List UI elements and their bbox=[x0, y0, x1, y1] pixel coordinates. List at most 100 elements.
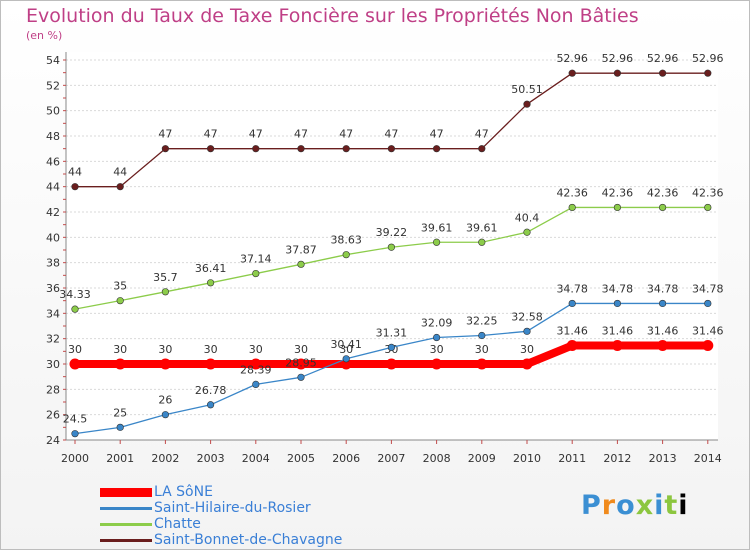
legend-label: Chatte bbox=[154, 516, 201, 532]
data-label: 38.63 bbox=[330, 234, 362, 247]
y-tick-label: 26 bbox=[46, 409, 60, 422]
data-label: 30 bbox=[113, 343, 127, 356]
data-label: 52.96 bbox=[556, 52, 588, 65]
data-label: 34.33 bbox=[59, 288, 91, 301]
x-tick-label: 2005 bbox=[287, 452, 315, 465]
data-label: 50.51 bbox=[511, 83, 543, 96]
logo-letter: i bbox=[654, 490, 665, 521]
data-point bbox=[116, 183, 124, 191]
data-point bbox=[658, 299, 667, 308]
data-point bbox=[478, 145, 486, 153]
data-label: 47 bbox=[249, 128, 263, 141]
legend-swatch bbox=[100, 523, 152, 526]
data-point bbox=[387, 243, 396, 251]
data-label: 47 bbox=[294, 128, 308, 141]
x-tick-label: 2002 bbox=[151, 452, 179, 465]
legend-label: Saint-Bonnet-de-Chavagne bbox=[154, 532, 343, 548]
legend-swatch bbox=[100, 539, 152, 542]
x-tick-label: 2014 bbox=[694, 452, 722, 465]
data-point bbox=[342, 145, 350, 153]
data-label: 39.22 bbox=[376, 226, 408, 239]
data-label: 47 bbox=[430, 128, 444, 141]
y-tick-label: 42 bbox=[46, 206, 60, 219]
data-point bbox=[159, 358, 171, 370]
data-point bbox=[704, 299, 712, 308]
legend-label: Saint-Hilaire-du-Rosier bbox=[154, 500, 311, 516]
data-point bbox=[252, 145, 260, 153]
chart-legend: LA SôNE Saint-Hilaire-du-Rosier Chatte Sain… bbox=[100, 484, 400, 548]
data-point bbox=[340, 358, 352, 370]
logo-letter: i bbox=[678, 490, 689, 521]
data-label: 47 bbox=[204, 128, 218, 141]
y-tick-label: 36 bbox=[46, 282, 60, 295]
data-label: 26 bbox=[158, 394, 172, 407]
data-label: 34.78 bbox=[556, 282, 588, 295]
y-tick-label: 40 bbox=[46, 231, 60, 244]
data-label: 31.46 bbox=[602, 325, 634, 338]
data-point bbox=[613, 203, 622, 212]
data-label: 30 bbox=[158, 343, 172, 356]
data-point bbox=[297, 145, 305, 153]
data-point bbox=[250, 358, 262, 370]
data-point bbox=[252, 269, 260, 278]
data-point bbox=[613, 69, 622, 77]
y-tick-label: 52 bbox=[46, 79, 60, 92]
data-point bbox=[523, 100, 531, 108]
data-label: 30 bbox=[204, 343, 218, 356]
data-point bbox=[385, 358, 397, 370]
data-label: 30 bbox=[339, 343, 353, 356]
data-label: 40.4 bbox=[515, 211, 540, 224]
data-point bbox=[161, 411, 169, 419]
data-point bbox=[478, 331, 486, 340]
data-point bbox=[252, 380, 260, 388]
data-point bbox=[207, 279, 215, 287]
data-point bbox=[297, 260, 305, 268]
data-point bbox=[207, 145, 215, 153]
x-tick-label: 2003 bbox=[197, 452, 225, 465]
data-point bbox=[297, 373, 305, 381]
data-point bbox=[657, 340, 669, 352]
data-point bbox=[205, 358, 217, 370]
data-point bbox=[613, 299, 622, 308]
data-point bbox=[342, 251, 350, 259]
data-label: 26.78 bbox=[195, 384, 227, 397]
y-tick-label: 50 bbox=[46, 105, 60, 118]
legend-label: LA SôNE bbox=[154, 484, 213, 500]
y-tick-label: 48 bbox=[46, 130, 60, 143]
y-tick-label: 44 bbox=[46, 181, 60, 194]
data-point bbox=[161, 288, 169, 296]
data-label: 47 bbox=[158, 128, 172, 141]
data-label: 42.36 bbox=[647, 186, 679, 199]
data-point bbox=[387, 145, 396, 153]
data-label: 31.31 bbox=[376, 326, 408, 339]
data-label: 52.96 bbox=[602, 52, 634, 65]
data-label: 35 bbox=[113, 280, 127, 293]
data-label: 44 bbox=[68, 166, 82, 179]
data-point bbox=[704, 69, 712, 77]
y-tick-label: 28 bbox=[46, 383, 60, 396]
x-tick-label: 2007 bbox=[377, 452, 405, 465]
x-tick-label: 2001 bbox=[106, 452, 134, 465]
data-label: 31.46 bbox=[556, 325, 588, 338]
y-tick-label: 30 bbox=[46, 358, 60, 371]
data-point bbox=[523, 327, 531, 335]
logo-letter: r bbox=[601, 490, 617, 521]
data-point bbox=[71, 183, 79, 191]
data-point bbox=[476, 358, 488, 370]
y-tick-label: 38 bbox=[46, 257, 60, 270]
data-point bbox=[568, 69, 576, 77]
data-label: 37.87 bbox=[285, 243, 317, 256]
data-point bbox=[702, 340, 714, 352]
x-tick-label: 2000 bbox=[61, 452, 89, 465]
data-label: 42.36 bbox=[602, 186, 634, 199]
data-label: 30.41 bbox=[330, 338, 362, 351]
data-label: 24.5 bbox=[63, 413, 88, 426]
x-tick-label: 2010 bbox=[513, 452, 541, 465]
y-tick-label: 34 bbox=[46, 307, 60, 320]
data-label: 30 bbox=[430, 343, 444, 356]
x-tick-label: 2006 bbox=[332, 452, 360, 465]
y-tick-label: 54 bbox=[46, 54, 60, 67]
data-point bbox=[433, 238, 441, 246]
y-unit-label: (en %) bbox=[26, 29, 63, 42]
data-point bbox=[207, 401, 215, 409]
